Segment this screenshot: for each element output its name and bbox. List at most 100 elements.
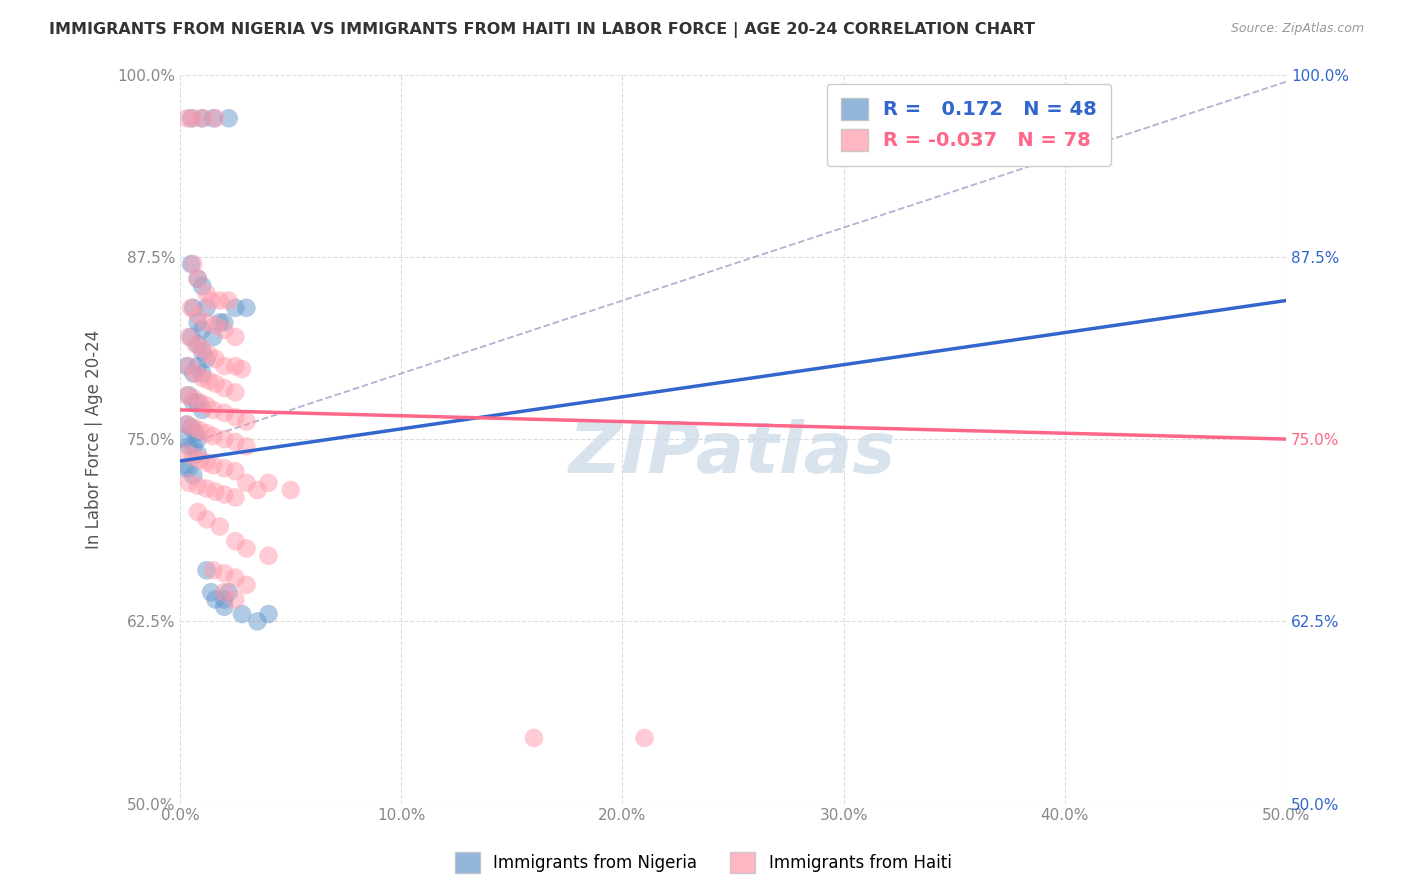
Point [214,566,236,581]
Point [235,415,257,429]
Point [191,342,214,356]
Point [173,461,195,475]
Point [177,388,200,402]
Legend: R =   0.172   N = 48, R = -0.037   N = 78: R = 0.172 N = 48, R = -0.037 N = 78 [827,84,1111,166]
Point [195,482,218,496]
Point [224,330,246,344]
Point [218,585,240,599]
Point [177,439,200,453]
Point [202,403,225,417]
Point [187,315,209,329]
Point [176,112,198,126]
Point [235,541,257,556]
Point [204,318,226,333]
Point [257,607,280,621]
Point [224,464,246,478]
Point [191,112,214,126]
Point [188,423,211,437]
Point [224,491,246,505]
Point [176,447,198,461]
Point [177,359,200,373]
Point [235,439,257,453]
Point [218,112,240,126]
Legend: Immigrants from Nigeria, Immigrants from Haiti: Immigrants from Nigeria, Immigrants from… [449,846,957,880]
Point [200,293,222,308]
Point [214,323,236,337]
Point [235,578,257,592]
Point [214,432,236,446]
Point [195,286,218,301]
Point [195,563,218,577]
Point [195,351,218,366]
Point [181,420,204,434]
Point [224,359,246,373]
Point [198,374,221,388]
Point [280,483,302,497]
Point [188,452,211,467]
Point [191,279,214,293]
Point [188,395,211,409]
Y-axis label: In Labor Force | Age 20-24: In Labor Force | Age 20-24 [86,329,103,549]
Point [173,432,195,446]
Text: IMMIGRANTS FROM NIGERIA VS IMMIGRANTS FROM HAITI IN LABOR FORCE | AGE 20-24 CORR: IMMIGRANTS FROM NIGERIA VS IMMIGRANTS FR… [49,22,1035,38]
Point [177,475,200,490]
Point [191,403,214,417]
Point [208,293,231,308]
Point [523,731,546,745]
Point [181,301,204,315]
Point [214,599,236,614]
Point [181,439,204,453]
Point [257,549,280,563]
Point [191,367,214,381]
Point [202,458,225,473]
Point [184,425,207,439]
Point [224,410,246,425]
Point [198,347,221,361]
Point [181,257,204,271]
Point [180,330,202,344]
Point [224,571,246,585]
Point [231,362,253,376]
Point [187,359,209,373]
Point [195,399,218,413]
Point [208,315,231,329]
Point [202,429,225,443]
Point [246,483,269,497]
Point [191,371,214,385]
Point [181,112,204,126]
Point [200,585,222,599]
Point [195,455,218,469]
Point [214,381,236,395]
Point [191,112,214,126]
Point [224,434,246,449]
Point [177,330,200,344]
Point [176,388,198,402]
Point [633,731,655,745]
Point [202,112,225,126]
Point [187,271,209,285]
Point [195,315,218,329]
Point [181,450,204,464]
Point [187,395,209,409]
Point [214,406,236,420]
Point [214,585,236,599]
Point [235,301,257,315]
Point [181,367,204,381]
Point [187,432,209,446]
Point [181,395,204,409]
Point [204,484,226,499]
Text: ZIPatlas: ZIPatlas [569,419,897,488]
Point [187,271,209,285]
Point [204,351,226,366]
Text: Source: ZipAtlas.com: Source: ZipAtlas.com [1230,22,1364,36]
Point [204,592,226,607]
Point [191,344,214,359]
Point [184,367,207,381]
Point [180,420,202,434]
Point [224,592,246,607]
Point [224,534,246,549]
Point [195,512,218,526]
Point [257,475,280,490]
Point [187,337,209,351]
Point [214,487,236,501]
